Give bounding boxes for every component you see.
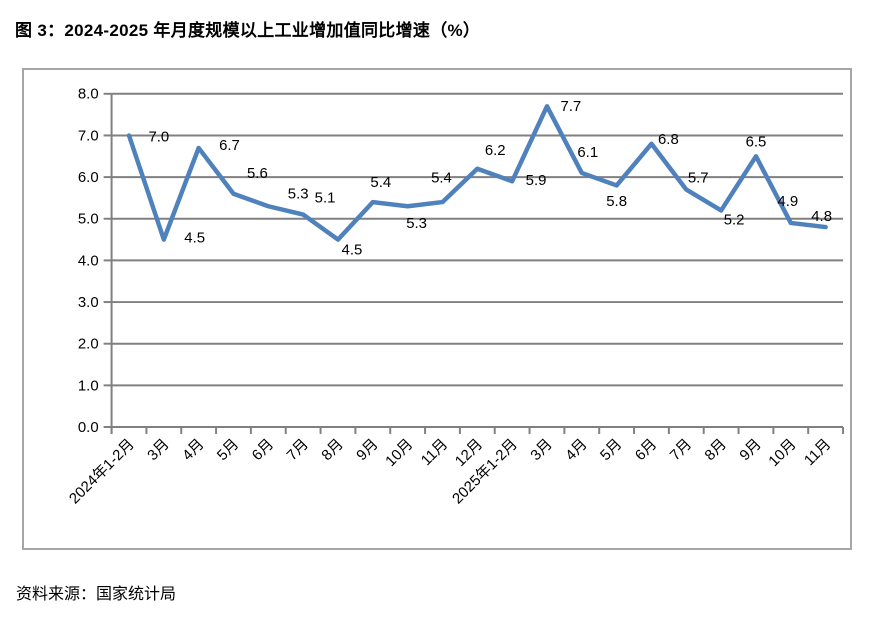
y-tick-label: 2.0	[78, 337, 99, 353]
data-point-label: 5.3	[288, 186, 309, 202]
data-point-label: 6.7	[219, 138, 240, 154]
y-tick-label: 4.0	[78, 253, 99, 269]
data-point-label: 5.3	[406, 216, 427, 232]
data-point-label: 4.8	[811, 209, 832, 225]
data-series-line	[126, 104, 828, 242]
data-point-label: 4.5	[184, 231, 205, 247]
x-category-label: 10月	[766, 436, 800, 470]
figure-title: 图 3：2024-2025 年月度规模以上工业增加值同比增速（%）	[15, 21, 481, 40]
x-category-label: 3月	[145, 436, 173, 464]
x-category-label: 11月	[802, 436, 835, 469]
data-point-label: 5.1	[315, 191, 336, 207]
y-tick-label: 1.0	[78, 378, 99, 394]
x-category-label: 5月	[598, 436, 626, 464]
x-category-label: 8月	[702, 436, 730, 464]
data-point-label: 5.9	[526, 173, 547, 189]
y-tick-label: 0.0	[78, 420, 99, 436]
data-point-label: 5.8	[606, 194, 627, 210]
x-category-label: 11月	[418, 436, 451, 469]
data-point-label: 6.5	[746, 134, 767, 150]
data-point-label: 5.2	[724, 212, 745, 228]
data-point-label: 4.5	[342, 242, 363, 258]
data-point-label: 6.2	[485, 143, 506, 159]
data-point-label: 7.7	[560, 99, 581, 115]
data-point-label: 4.9	[777, 194, 798, 210]
x-category-label: 6月	[633, 436, 661, 464]
x-category-label: 4月	[180, 436, 208, 464]
figure-source: 资料来源：国家统计局	[16, 586, 177, 603]
y-tick-label: 6.0	[78, 170, 99, 186]
x-category-label: 2025年1-2月	[449, 436, 521, 508]
x-category-label: 7月	[667, 436, 695, 464]
x-category-label: 3月	[528, 436, 556, 464]
data-point-label: 5.6	[247, 166, 268, 182]
data-point-label: 7.0	[148, 129, 169, 145]
x-category-label: 10月	[383, 436, 417, 470]
x-category-label: 2024年1-2月	[66, 436, 138, 508]
data-point-label: 6.8	[658, 132, 679, 148]
y-tick-label: 8.0	[78, 87, 99, 103]
x-category-label: 6月	[249, 436, 277, 464]
x-category-label: 7月	[284, 436, 312, 464]
x-category-label: 9月	[737, 436, 765, 464]
chart-area: 0.0 1.0 2.0 3.0 4.0 5.0 6.0 7.0 8.0 2024年1-2月 3月 4月…	[22, 68, 852, 550]
x-category-label: 5月	[215, 436, 243, 464]
data-point-label: 5.7	[688, 171, 709, 187]
y-tick-label: 5.0	[78, 212, 99, 228]
data-point-label: 6.1	[577, 145, 598, 161]
y-tick-label: 3.0	[78, 295, 99, 311]
x-category-label: 4月	[563, 436, 591, 464]
data-point-label: 5.4	[370, 175, 391, 191]
y-tick-label: 7.0	[78, 128, 99, 144]
x-category-label: 8月	[319, 436, 347, 464]
data-point-label: 5.4	[431, 170, 452, 186]
x-category-label: 9月	[354, 436, 382, 464]
